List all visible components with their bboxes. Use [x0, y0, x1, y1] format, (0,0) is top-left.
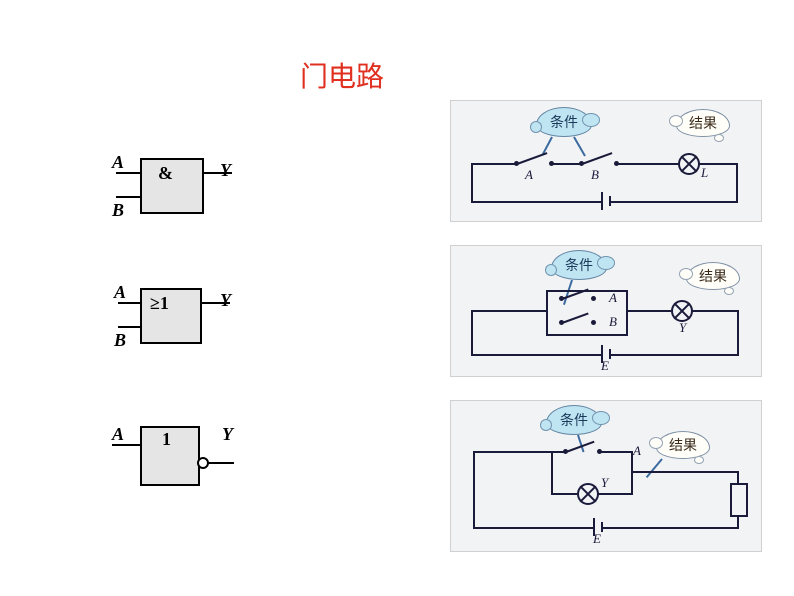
and-cond-pointer-b [573, 137, 586, 157]
not-output-label: Y [222, 424, 233, 445]
not-result-cloud: 结果 [656, 431, 710, 459]
or-condition-cloud: 条件 [551, 250, 607, 280]
wire [471, 201, 601, 203]
and-gate-symbol: & [158, 163, 173, 184]
wire [737, 310, 739, 356]
and-input-line-b [116, 196, 140, 198]
or-circuit-panel: 条件 结果 A B Y E [450, 245, 762, 377]
wire [471, 163, 516, 165]
and-result-text: 结果 [689, 113, 717, 133]
and-result-cloud: 结果 [676, 109, 730, 137]
and-input-label-b: B [112, 200, 124, 221]
switch-a-label: A [525, 167, 533, 183]
not-input-label: A [112, 424, 124, 445]
wire [471, 310, 473, 356]
or-input-label-a: A [114, 282, 126, 303]
or-condition-text: 条件 [565, 255, 593, 275]
not-res-pointer [646, 458, 663, 478]
or-input-label-b: B [114, 330, 126, 351]
not-lamp-label: Y [601, 475, 608, 491]
lamp-l [678, 153, 700, 175]
not-gate-symbol: 1 [162, 429, 171, 450]
not-output-line [208, 462, 234, 464]
wire [551, 451, 553, 495]
not-battery-label: E [593, 531, 601, 547]
lamp-y [577, 483, 599, 505]
node [591, 296, 596, 301]
wire [551, 451, 565, 453]
not-switch-label: A [633, 443, 641, 459]
and-condition-text: 条件 [550, 112, 578, 132]
or-switch-a-label: A [609, 290, 617, 306]
or-result-text: 结果 [699, 266, 727, 286]
wire [471, 163, 473, 203]
wire [471, 354, 601, 356]
or-gate-symbol: ≥1 [150, 293, 169, 314]
wire [618, 163, 678, 165]
wire [626, 310, 671, 312]
wire [601, 451, 631, 453]
not-condition-cloud: 条件 [546, 405, 602, 435]
wire [473, 527, 593, 529]
not-result-text: 结果 [669, 435, 697, 455]
page-title: 门电路 [300, 55, 384, 95]
resistor [730, 483, 748, 517]
switch-b [582, 152, 613, 165]
or-battery-label: E [601, 358, 609, 374]
wire [553, 163, 581, 165]
wire [611, 354, 739, 356]
wire [473, 451, 551, 453]
wire [551, 493, 577, 495]
lamp-l-label: L [701, 165, 708, 181]
and-input-label-a: A [112, 152, 124, 173]
and-output-label: Y [220, 160, 231, 181]
wire [691, 310, 739, 312]
wire [473, 451, 475, 529]
wire [611, 201, 738, 203]
or-result-cloud: 结果 [686, 262, 740, 290]
wire [597, 493, 633, 495]
switch-b-label: B [591, 167, 599, 183]
lamp-y [671, 300, 693, 322]
and-circuit-panel: 条件 结果 A B L [450, 100, 762, 222]
or-output-label: Y [220, 290, 231, 311]
not-circuit-panel: 条件 结果 A Y E [450, 400, 762, 552]
wire [603, 527, 739, 529]
wire [471, 310, 546, 312]
wire [737, 471, 739, 483]
node [591, 320, 596, 325]
and-condition-cloud: 条件 [536, 107, 592, 137]
switch-a [517, 152, 548, 165]
or-lamp-label: Y [679, 320, 686, 336]
wire [736, 163, 738, 203]
wire [631, 451, 633, 473]
not-condition-text: 条件 [560, 410, 588, 430]
or-switch-b-label: B [609, 314, 617, 330]
or-input-line-b [118, 326, 140, 328]
wire [631, 471, 739, 473]
